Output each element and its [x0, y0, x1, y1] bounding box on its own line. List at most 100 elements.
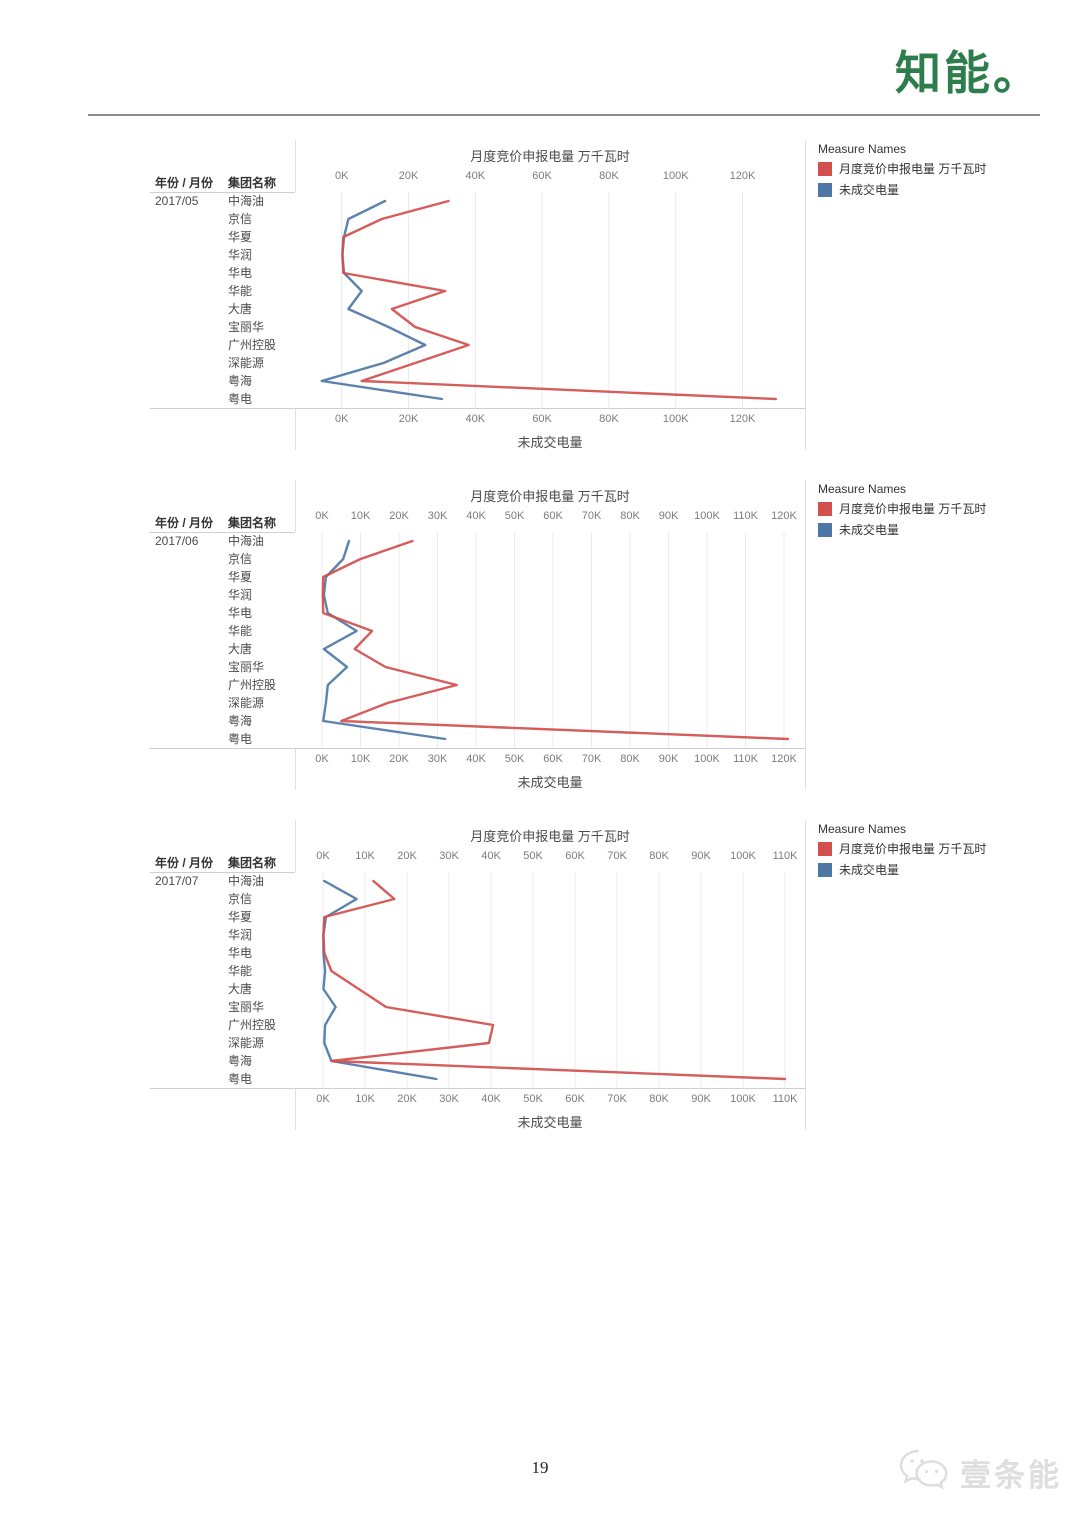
axis-tick-label: 50K: [504, 510, 525, 522]
axis-tick-label: 30K: [427, 753, 448, 765]
group-name-label: 宝丽华: [228, 660, 265, 674]
legend-item: 月度竞价申报电量 万千瓦时: [818, 840, 1058, 857]
legend-title: Measure Names: [818, 822, 907, 836]
legend-label: 未成交电量: [839, 523, 900, 537]
axis-tick-label: 110K: [772, 850, 798, 862]
axis-tick-label: 110K: [772, 1093, 798, 1105]
axis-tick-label: 80K: [620, 510, 640, 522]
axis-tick-label: 100K: [730, 850, 756, 862]
group-name-label: 华夏: [228, 570, 253, 584]
group-name-label: 广州控股: [228, 338, 277, 352]
axis-tick-label: 20K: [397, 850, 417, 862]
legend: Measure Names 月度竞价申报电量 万千瓦时 未成交电量: [818, 142, 1058, 202]
axis-tick-label: 40K: [481, 1093, 501, 1105]
x-axis-bottom-ticks: 0K 20K 40K 60K 80K 100K 120K: [150, 413, 1060, 427]
yearmonth-value: 2017/06: [155, 534, 199, 548]
x-axis-label: 未成交电量: [517, 435, 583, 450]
axis-tick-label: 30K: [427, 510, 448, 522]
group-name-label: 大唐: [228, 642, 253, 656]
axis-tick-label: 90K: [658, 510, 679, 522]
column-header-yearmonth: 年份 / 月份: [155, 176, 214, 190]
axis-tick-label: 70K: [581, 753, 602, 765]
axis-tick-label: 70K: [607, 1093, 627, 1105]
yearmonth-value: 2017/07: [155, 874, 199, 888]
axis-tick-label: 100K: [730, 1093, 756, 1105]
x-axis-top-ticks: 0K 10K 20K 30K 40K 50K 60K 70K 80K 90K 100K 110K 120…: [150, 510, 1060, 524]
legend-item: 未成交电量: [818, 181, 1058, 198]
axis-tick-label: 70K: [607, 850, 627, 862]
axis-tick-label: 0K: [316, 1093, 330, 1105]
axis-tick-label: 120K: [729, 413, 756, 425]
legend: Measure Names 月度竞价申报电量 万千瓦时 未成交电量: [818, 482, 1058, 542]
legend-label: 月度竞价申报电量 万千瓦时: [839, 502, 987, 516]
group-name-label: 华电: [228, 266, 253, 280]
x-axis-top-ticks: 0K 10K 20K 30K 40K 50K 60K 70K 80K 90K 100K 110K: [150, 850, 1060, 864]
group-name-label: 粤电: [228, 732, 253, 746]
legend-title: Measure Names: [818, 142, 907, 156]
yearmonth-value: 2017/05: [155, 194, 199, 208]
x-axis-bottom-ticks: 0K 10K 20K 30K 40K 50K 60K 70K 80K 90K 100K 110K: [150, 1093, 1060, 1107]
axis-tick-label: 0K: [334, 413, 349, 425]
legend-item: 未成交电量: [818, 521, 1058, 538]
x-axis-label: 未成交电量: [517, 1115, 583, 1130]
axis-tick-label: 120K: [771, 753, 797, 765]
group-name-label: 华能: [228, 284, 253, 298]
chart-title: 月度竞价申报电量 万千瓦时: [470, 489, 630, 504]
axis-tick-label: 60K: [565, 850, 585, 862]
axis-tick-label: 60K: [565, 1093, 585, 1105]
axis-tick-label: 100K: [662, 413, 689, 425]
x-axis-bottom-ticks: 0K 10K 20K 30K 40K 50K 60K 70K 80K 90K 100K 110K 120…: [150, 753, 1060, 767]
chart-title: 月度竞价申报电量 万千瓦时: [470, 829, 630, 844]
x-axis-label: 未成交电量: [517, 775, 583, 790]
axis-tick-label: 80K: [599, 413, 619, 425]
axis-tick-label: 0K: [315, 753, 329, 765]
axis-tick-label: 80K: [599, 170, 619, 182]
plot-area: [295, 872, 805, 1088]
watermark: 壹条能: [898, 1448, 1062, 1497]
group-name-list: 中海油 京信 华夏 华润 华电 华能 大唐 宝丽华 广州控股 深能源 粤海 粤电: [228, 872, 294, 1088]
group-name-label: 粤海: [228, 374, 253, 388]
series-line: [322, 539, 447, 741]
axis-tick-label: 0K: [315, 510, 329, 522]
brand-logo: 知能。: [895, 47, 1042, 99]
column-header-yearmonth: 年份 / 月份: [155, 516, 214, 530]
group-name-label: 京信: [228, 552, 253, 566]
group-name-label: 宝丽华: [228, 1000, 265, 1014]
series-line: [320, 199, 444, 401]
legend-label: 月度竞价申报电量 万千瓦时: [839, 842, 987, 856]
column-header-yearmonth: 年份 / 月份: [155, 856, 214, 870]
red-series-swatch: [818, 161, 832, 176]
legend-item: 月度竞价申报电量 万千瓦时: [818, 160, 1058, 177]
axis-tick-label: 110K: [733, 753, 758, 765]
axis-tick-label: 60K: [543, 510, 563, 522]
group-name-label: 华夏: [228, 230, 253, 244]
plot-area: [295, 532, 805, 748]
axis-tick-label: 80K: [649, 850, 669, 862]
group-name-label: 华润: [228, 588, 253, 602]
group-name-label: 京信: [228, 892, 253, 906]
red-series-swatch: [818, 841, 832, 856]
header-divider-line: [88, 114, 1040, 116]
legend-item: 月度竞价申报电量 万千瓦时: [818, 500, 1058, 517]
axis-tick-label: 40K: [465, 413, 486, 425]
column-header-groupname: 集团名称: [228, 856, 277, 870]
group-name-label: 广州控股: [228, 1018, 277, 1032]
red-series-swatch: [818, 501, 832, 516]
axis-tick-label: 20K: [389, 753, 409, 765]
axis-tick-label: 50K: [523, 850, 543, 862]
group-name-label: 粤电: [228, 1072, 253, 1086]
legend-label: 未成交电量: [839, 863, 900, 877]
watermark-text: 壹条能: [960, 1458, 1062, 1493]
legend-label: 未成交电量: [839, 183, 900, 197]
page-number: 19: [531, 1458, 549, 1477]
axis-tick-label: 0K: [334, 170, 349, 182]
series-line: [341, 199, 778, 401]
legend-title: Measure Names: [818, 482, 907, 496]
group-name-label: 宝丽华: [228, 320, 265, 334]
axis-tick-label: 60K: [532, 413, 552, 425]
header-underline: [150, 872, 295, 873]
axis-tick-label: 20K: [398, 413, 419, 425]
group-name-label: 华能: [228, 624, 253, 638]
group-name-label: 中海油: [228, 874, 265, 888]
axis-tick-label: 20K: [397, 1093, 417, 1105]
